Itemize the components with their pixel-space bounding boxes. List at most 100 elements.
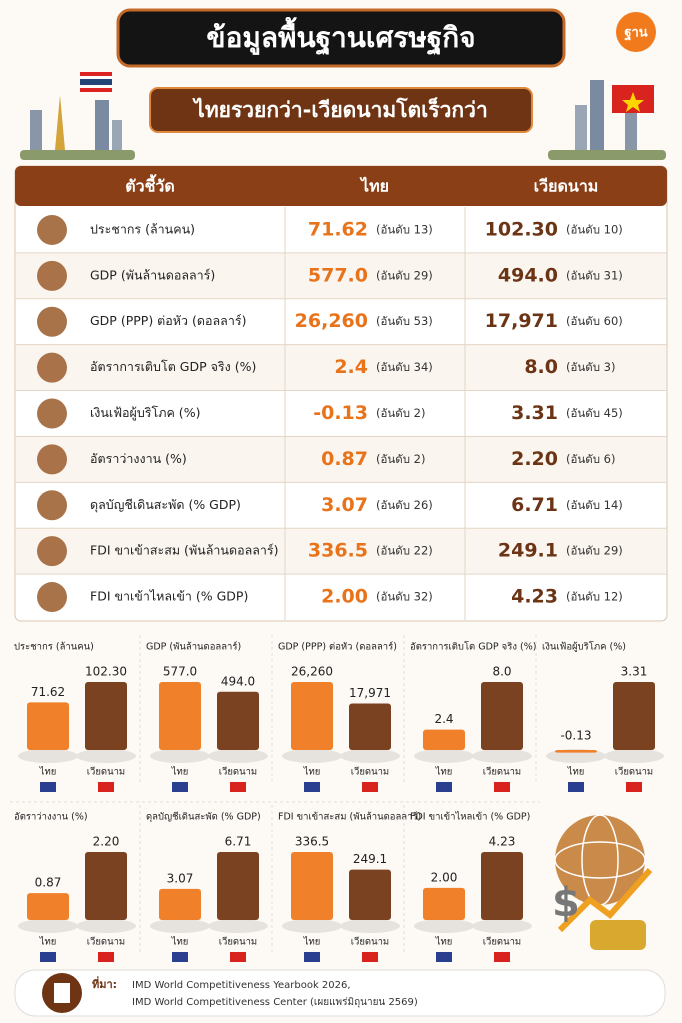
indicator: ประชากร (ล้านคน) (90, 221, 195, 236)
bar (481, 852, 523, 920)
value-label: 3.07 (167, 871, 194, 885)
title: ข้อมูลพื้นฐานเศรษฐกิจ (206, 16, 475, 56)
bar-base (76, 749, 136, 763)
chart-title: ดุลบัญชีเดินสะพัด (% GDP) (146, 811, 261, 823)
flag (436, 952, 452, 962)
bar (217, 691, 259, 750)
bar (159, 888, 201, 920)
bar (27, 702, 69, 750)
indicator: GDP (PPP) ต่อหัว (ดอลลาร์) (90, 313, 246, 328)
thai-value: 2.4 (334, 356, 368, 378)
source-line: IMD World Competitiveness Center (เผยแพร… (132, 997, 418, 1008)
chart-title: ประชากร (ล้านคน) (14, 642, 94, 653)
value-label: -0.13 (560, 729, 591, 743)
value-label: 71.62 (31, 685, 65, 699)
thai-value: 3.07 (321, 494, 368, 516)
x-tick-label: ไทย (303, 766, 321, 778)
bar-base (208, 919, 268, 933)
x-tick-label: ไทย (39, 766, 57, 778)
source-line: IMD World Competitiveness Yearbook 2026, (132, 980, 351, 991)
bar (423, 887, 465, 920)
flag (436, 782, 452, 792)
bar-base (282, 919, 342, 933)
thai-value: 2.00 (321, 586, 368, 608)
x-tick-label: เวียดนาม (87, 766, 125, 778)
bar (159, 682, 201, 750)
vietnam-value: 4.23 (511, 586, 558, 608)
thai-rank: (อันดับ 22) (376, 544, 433, 558)
subtitle-banner (149, 87, 533, 133)
row-stripe (16, 252, 666, 299)
title-banner (116, 8, 566, 68)
vietnam-value: 2.20 (511, 448, 558, 470)
value-label: 26,260 (291, 665, 333, 679)
bar (85, 852, 127, 920)
chart-title: GDP (PPP) ต่อหัว (ดอลลาร์) (278, 641, 397, 653)
indicator: FDI ขาเข้าไหลเข้า (% GDP) (90, 589, 248, 604)
chart-title: อัตราการเติบโต GDP จริง (%) (410, 641, 536, 653)
x-tick-label: เวียดนาม (351, 766, 389, 778)
flag (304, 782, 320, 792)
vietnam-value: 249.1 (498, 540, 558, 562)
row-stripe (16, 344, 666, 391)
table-header (15, 166, 667, 206)
vietnam-value: 3.31 (511, 402, 558, 424)
vietnam-rank: (อันดับ 12) (566, 590, 623, 604)
flag (494, 782, 510, 792)
vietnam-value: 17,971 (485, 310, 558, 332)
bar (613, 682, 655, 750)
row-icon (37, 490, 67, 521)
thai-rank: (อันดับ 29) (376, 268, 433, 282)
bar-base (472, 919, 532, 933)
flag (40, 782, 56, 792)
x-tick-label: ไทย (171, 766, 189, 778)
indicator: ดุลบัญชีเดินสะพัด (% GDP) (90, 497, 241, 513)
vietnam-rank: (อันดับ 3) (566, 360, 615, 374)
bar (217, 852, 259, 920)
x-tick-label: เวียดนาม (219, 766, 257, 778)
thai-skyline (20, 72, 135, 160)
value-label: 494.0 (221, 674, 255, 688)
value-label: 577.0 (163, 665, 197, 679)
value-label: 17,971 (349, 686, 391, 700)
value-label: 2.00 (431, 870, 458, 884)
source-box (14, 969, 666, 1017)
x-tick-label: เวียดนาม (351, 936, 389, 948)
x-tick-label: เวียดนาม (615, 766, 653, 778)
vietnam-value: 6.71 (511, 494, 558, 516)
thai-value: 0.87 (321, 448, 368, 470)
chart-title: FDI ขาเข้าไหลเข้า (% GDP) (410, 811, 530, 823)
value-label: 3.31 (621, 665, 648, 679)
vietnam-rank: (อันดับ 14) (566, 498, 623, 512)
value-label: 336.5 (295, 835, 329, 849)
flag (362, 952, 378, 962)
value-label: 4.23 (489, 835, 516, 849)
flag (626, 782, 642, 792)
x-tick-label: ไทย (435, 936, 453, 948)
thai-rank: (อันดับ 2) (376, 406, 425, 420)
thai-rank: (อันดับ 32) (376, 590, 433, 604)
thai-rank: (อันดับ 13) (376, 222, 433, 236)
x-tick-label: เวียดนาม (483, 936, 521, 948)
bar-base (150, 919, 210, 933)
value-label: 0.87 (35, 876, 62, 890)
flag (98, 782, 114, 792)
row-icon (37, 352, 67, 383)
bar-base (208, 749, 268, 763)
logo-badge (616, 12, 656, 52)
vietnam-rank: (อันดับ 29) (566, 544, 623, 558)
bar (555, 750, 597, 753)
flag (40, 952, 56, 962)
subtitle: ไทยรวยกว่า-เวียดนามโตเร็วกว่า (192, 96, 487, 122)
thai-value: -0.13 (313, 402, 368, 424)
thai-value: 26,260 (295, 310, 368, 332)
flag (568, 782, 584, 792)
vietnam-value: 494.0 (498, 264, 558, 286)
vietnam-skyline (548, 80, 666, 160)
chart-title: เงินเฟ้อผู้บริโภค (%) (542, 641, 626, 653)
bar (85, 682, 127, 750)
x-tick-label: ไทย (171, 936, 189, 948)
indicator: อัตราการเติบโต GDP จริง (%) (90, 359, 256, 374)
flag (304, 952, 320, 962)
